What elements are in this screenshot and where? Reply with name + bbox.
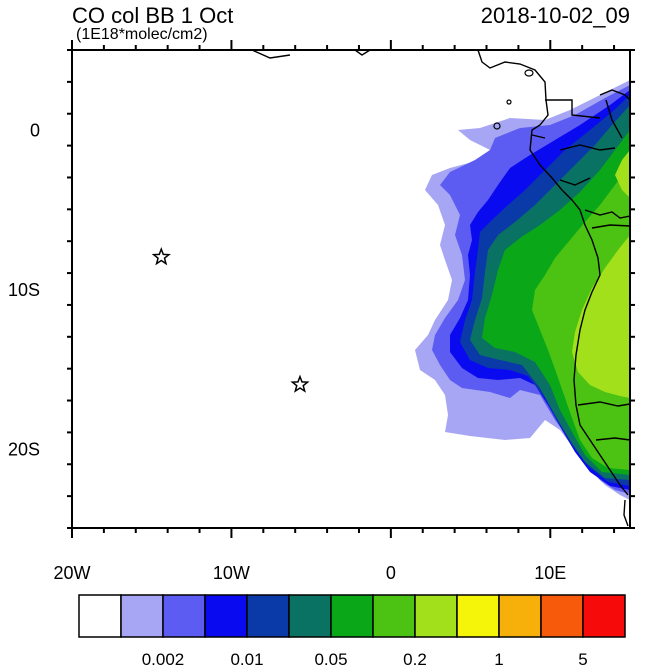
colorbar-swatch	[582, 594, 626, 638]
colorbar-label: 0.01	[230, 650, 263, 667]
plot-frame	[71, 49, 631, 529]
colorbar-swatch	[330, 594, 374, 638]
colorbar-labels: 0.002 0.01 0.05 0.2 1 5	[142, 650, 588, 667]
y-axis-labels: 0 10S 20S	[8, 121, 40, 460]
x-tick-label: 10W	[213, 563, 250, 583]
contour-level-8-north	[615, 150, 630, 198]
colorbar-label: 1	[494, 650, 503, 667]
star-marker	[151, 247, 171, 266]
colorbar-swatch	[204, 594, 248, 638]
co-field	[415, 80, 630, 500]
units-label: (1E18*molec/cm2)	[76, 26, 208, 43]
y-tick-label: 0	[30, 121, 40, 141]
y-tick-label: 10S	[8, 280, 40, 300]
plot-title: CO col BB 1 Oct	[72, 3, 234, 28]
contour-level-8	[572, 235, 630, 398]
colorbar-swatch	[162, 594, 206, 638]
colorbar-swatch	[456, 594, 500, 638]
colorbar-swatch	[78, 594, 122, 638]
x-tick-label: 20W	[53, 563, 90, 583]
colorbar-label: 0.002	[142, 650, 185, 667]
y-tick-label: 20S	[8, 439, 40, 459]
x-tick-label: 0	[386, 563, 396, 583]
colorbar-swatch	[288, 594, 332, 638]
islands	[493, 69, 534, 130]
star-marker	[290, 374, 310, 393]
colorbar	[78, 594, 626, 638]
x-axis-labels: 20W 10W 0 10E	[53, 563, 566, 583]
colorbar-swatch	[246, 594, 290, 638]
colorbar-swatch	[414, 594, 458, 638]
colorbar-swatch	[498, 594, 542, 638]
colorbar-swatch	[120, 594, 164, 638]
colorbar-label: 0.2	[403, 650, 427, 667]
datetime-label: 2018-10-02_09	[480, 3, 630, 28]
markers	[151, 247, 310, 393]
colorbar-swatch	[372, 594, 416, 638]
colorbar-swatch	[540, 594, 584, 638]
colorbar-label: 0.05	[314, 650, 347, 667]
x-tick-label: 10E	[534, 563, 566, 583]
axis-ticks	[67, 40, 635, 538]
coastlines	[251, 50, 630, 527]
colorbar-label: 5	[578, 650, 587, 667]
